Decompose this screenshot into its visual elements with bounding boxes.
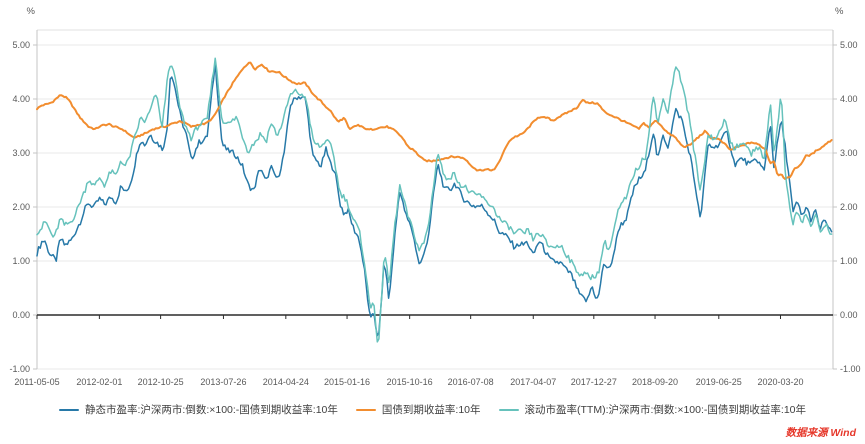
y-tick-label-left: 0.00 [12,310,30,320]
y-tick-label-right: 4.00 [840,94,858,104]
y-tick-label-left: 3.00 [12,148,30,158]
legend-label-bond-yield: 国债到期收益率:10年 [381,404,481,416]
y-tick-label-right: 5.00 [840,40,858,50]
x-tick-label: 2017-04-07 [510,377,556,387]
ttm-pe-line-swatch [498,408,519,412]
x-tick-label: 2018-09-20 [632,377,678,387]
data-source-note: 数据来源 Wind [785,427,856,439]
x-axis [36,314,833,319]
series-line-0 [36,61,833,337]
legend-label-ttm-pe: 滚动市盈率(TTM):沪深两市:倒数:×100:-国债到期收益率:10年 [524,404,806,416]
y-axis-unit-right: % [835,6,844,17]
x-tick-label: 2013-07-26 [200,377,246,387]
y-tick-label-left: 1.00 [12,256,30,266]
x-tick-label: 2015-10-16 [387,377,433,387]
x-tick-label: 2014-04-24 [263,377,309,387]
static-pe-line-swatch [58,408,79,412]
x-tick-label: 2017-12-27 [571,377,617,387]
bond-yield-line-swatch [355,408,376,412]
x-tick-label: 2016-07-08 [448,377,494,387]
y-tick-label-left: 5.00 [12,40,30,50]
x-tick-label: 2011-05-05 [14,377,59,387]
legend-item-ttm-pe: 滚动市盈率(TTM):沪深两市:倒数:×100:-国债到期收益率:10年 [498,403,806,417]
y-tick-label-left: 2.00 [12,202,30,212]
x-tick-label: 2015-01-16 [324,377,370,387]
x-tick-label: 2012-10-25 [138,377,184,387]
gridlines [37,29,833,370]
y-tick-label-left: -1.00 [9,364,30,374]
legend-label-static-pe: 静态市盈率:沪深两市:倒数:×100:-国债到期收益率:10年 [84,404,338,416]
chart-legend: 静态市盈率:沪深两市:倒数:×100:-国债到期收益率:10年 国债到期收益率:… [0,403,865,417]
y-tick-label-right: 3.00 [840,148,858,158]
x-tick-label: 2019-06-25 [696,377,742,387]
legend-item-bond-yield: 国债到期收益率:10年 [355,403,481,417]
x-tick-label: 2020-03-20 [757,377,803,387]
y-tick-label-right: -1.00 [840,364,861,374]
y-axis-unit-left: % [27,6,36,17]
y-tick-label-right: 2.00 [840,202,858,212]
legend-item-static-pe: 静态市盈率:沪深两市:倒数:×100:-国债到期收益率:10年 [58,403,338,417]
axes [33,30,837,370]
y-tick-label-left: 4.00 [12,94,30,104]
y-tick-label-right: 0.00 [840,310,858,320]
erp-vs-bond-yield-chart: 5.00 5.00 4.00 4.00 3.00 3.00 2.00 2.00 1.00 1.00… [9,6,861,387]
x-tick-label: 2012-02-01 [76,377,122,387]
y-tick-label-right: 1.00 [840,256,858,266]
series-line-2 [36,57,833,343]
series-line-1 [36,61,833,180]
